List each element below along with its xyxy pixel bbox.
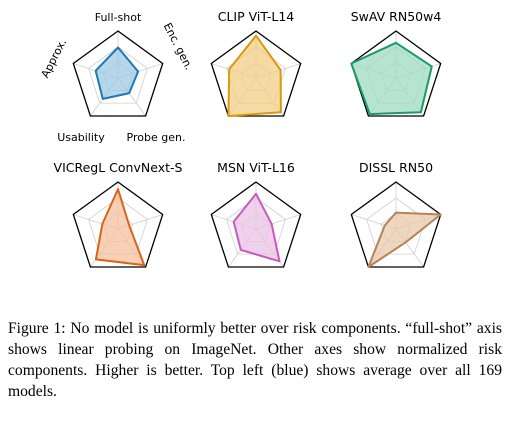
axis-label-full-shot: Full-shot <box>95 11 142 24</box>
radar-frame <box>210 30 302 117</box>
axis-label-enc-gen: Enc. gen. <box>161 21 196 73</box>
radar-chart: Full-shot Enc. gen. Probe gen. Usability App… <box>39 11 196 144</box>
chart-title: SwAV RN50w4 <box>351 9 442 24</box>
radar-frame <box>210 181 302 268</box>
chart-title: DISSL RN50 <box>359 160 433 175</box>
chart-title: CLIP ViT-L14 <box>218 9 295 24</box>
chart-title: VICRegL ConvNext-S <box>54 160 183 175</box>
chart-title: MSN ViT-L16 <box>217 160 295 175</box>
radar-chart-grid: Full-shot Enc. gen. Probe gen. Usability App… <box>39 9 442 268</box>
radar-frame <box>350 181 442 268</box>
radar-frame <box>350 30 442 117</box>
axis-label-probe-gen: Probe gen. <box>127 131 186 144</box>
figure-caption: Figure 1: No model is uniformly better o… <box>8 319 502 400</box>
data-series-polygon <box>350 41 433 116</box>
axis-label-approx: Approx. <box>39 37 70 80</box>
data-series-polygon <box>232 192 281 263</box>
grid-ring <box>88 46 148 104</box>
data-series-polygon <box>367 211 442 268</box>
radar-chart: VICRegL ConvNext-S <box>54 160 183 268</box>
data-series-polygon <box>227 34 282 117</box>
radar-chart: MSN ViT-L16 <box>210 160 302 268</box>
radar-chart: SwAV RN50w4 <box>350 9 442 117</box>
radar-frame <box>72 181 164 268</box>
data-series-polygon <box>94 188 146 267</box>
radar-chart: DISSL RN50 <box>350 160 442 268</box>
data-series-polygon <box>94 46 140 100</box>
radar-frame <box>72 30 164 117</box>
radar-chart: CLIP ViT-L14 <box>210 9 302 117</box>
axis-label-usability: Usability <box>57 131 105 144</box>
